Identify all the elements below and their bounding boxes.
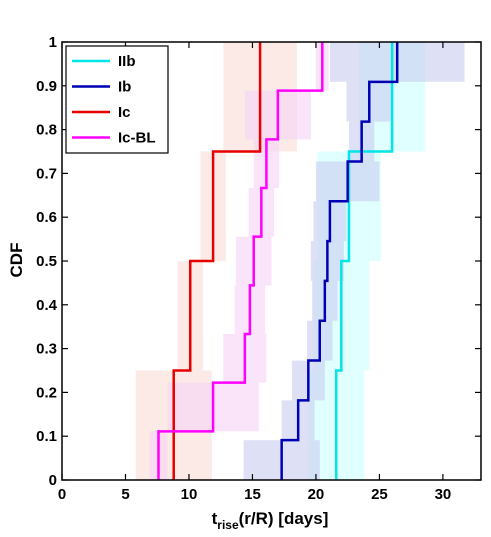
y-tick-label: 0.6 (36, 209, 57, 226)
axes: 0 5 10 15 20 25 30 0 0.1 0.2 0.3 0.4 0.5 0.6 0.7 0.8 0.9… (36, 34, 482, 503)
y-tick-label: 0.2 (36, 384, 57, 401)
x-tick-label: 20 (308, 486, 325, 503)
legend: IIb Ib Ic Ic-BL (65, 45, 169, 154)
y-tick-label: 0 (49, 472, 57, 489)
x-axis-label-subscript: rise (217, 518, 239, 532)
y-tick-label: 0.3 (36, 341, 57, 358)
y-tick-label: 0.5 (36, 253, 57, 270)
legend-label-ic-bl: Ic-BL (118, 130, 156, 147)
legend-label-ib: Ib (118, 79, 131, 96)
legend-box (65, 45, 169, 154)
y-tick-label: 0.7 (36, 165, 57, 182)
y-axis-label: CDF (7, 243, 26, 278)
y-tick-label: 0.9 (36, 78, 57, 95)
x-tick-label: 15 (244, 486, 261, 503)
x-axis-label-rest: (r/R) [days] (239, 509, 329, 528)
y-tick-label: 0.4 (36, 297, 58, 314)
x-tick-label: 10 (181, 486, 198, 503)
legend-label-iib: IIb (118, 53, 136, 70)
legend-label-ic: Ic (118, 104, 131, 121)
cdf-line-ib (280, 42, 399, 480)
x-tick-label: 0 (58, 486, 66, 503)
cdf-line-ic-bl (157, 42, 324, 480)
y-tick-label: 1 (49, 34, 57, 51)
x-axis-label-main: t (212, 509, 218, 528)
cdf-line-iib (335, 42, 394, 480)
uncertainty-bands (135, 42, 465, 480)
x-axis-label: trise(r/R) [days] (212, 509, 329, 532)
x-tick-label: 5 (121, 486, 129, 503)
cdf-line-ic (172, 42, 262, 480)
x-tick-label: 25 (371, 486, 388, 503)
cdf-curves (157, 42, 399, 480)
y-tick-label: 0.1 (36, 428, 57, 445)
y-tick-label: 0.8 (36, 122, 57, 139)
x-tick-label: 30 (435, 486, 452, 503)
